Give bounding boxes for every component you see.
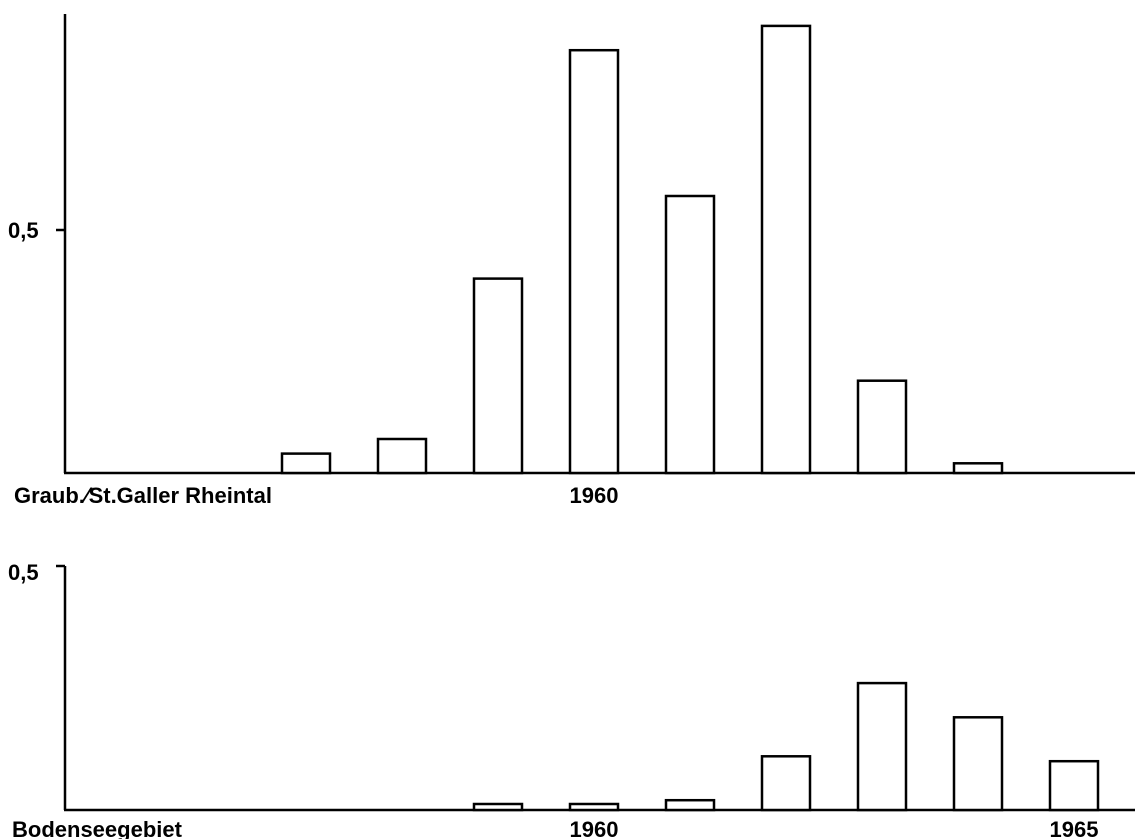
- y-tick-label-top: 0,5: [8, 218, 39, 243]
- bar-1963: [856, 379, 908, 475]
- region-label-bottom: Bodenseegebiet: [12, 817, 183, 839]
- bars-top: [280, 24, 1004, 475]
- x-tick-label-1960: 1960: [570, 817, 619, 839]
- x-tick-labels-top: 1960: [570, 483, 619, 508]
- bar-1963: [856, 681, 908, 812]
- bar-1960: [568, 48, 620, 475]
- x-tick-label-1965: 1965: [1050, 817, 1099, 839]
- chart-panel-bottom: 0,5 Bodenseegebiet 1960 1965: [8, 560, 1135, 839]
- bar-1965: [1048, 759, 1100, 812]
- bar-1962: [760, 24, 812, 475]
- chart-panel-top: 0,5 Graub.⁄St.Galler Rheintal 1960: [8, 14, 1135, 508]
- y-tick-label-bottom: 0,5: [8, 560, 39, 585]
- bar-1962: [760, 755, 812, 812]
- region-label-top: Graub.⁄St.Galler Rheintal: [14, 483, 272, 508]
- bar-1961: [664, 194, 716, 475]
- bar-1964: [952, 716, 1004, 812]
- x-tick-labels-bottom: 1960 1965: [570, 817, 1099, 839]
- bar-1958: [376, 437, 428, 475]
- x-tick-label-1960: 1960: [570, 483, 619, 508]
- bar-1961: [664, 798, 716, 812]
- bars-bottom: [472, 681, 1100, 812]
- bar-1957: [280, 452, 332, 475]
- bar-1959: [472, 277, 524, 475]
- bar-1959: [472, 802, 524, 812]
- bar-1960: [568, 802, 620, 812]
- bar-1964: [952, 462, 1004, 475]
